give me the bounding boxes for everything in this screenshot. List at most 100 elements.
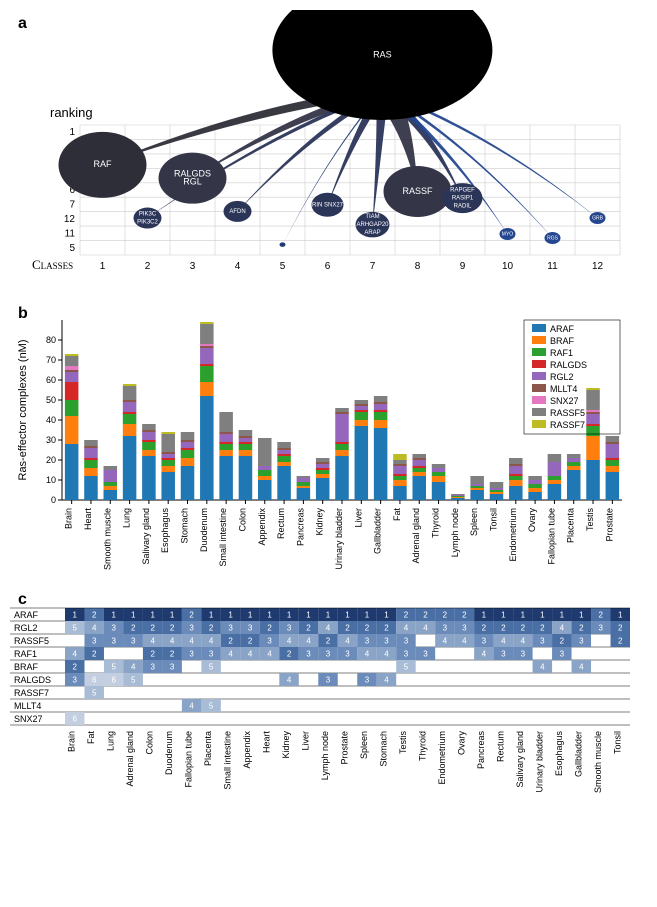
svg-text:Esophagus: Esophagus: [554, 731, 564, 777]
svg-text:RGL2: RGL2: [14, 623, 38, 633]
svg-text:1: 1: [287, 611, 292, 620]
panel-c: cARAF12111121111111111222211111121RGL254…: [10, 590, 647, 840]
svg-text:Gallbladder: Gallbladder: [373, 508, 383, 554]
svg-text:2: 2: [248, 637, 253, 646]
svg-text:2: 2: [501, 624, 506, 633]
svg-text:Placenta: Placenta: [566, 508, 576, 543]
svg-text:Small intestine: Small intestine: [218, 508, 228, 567]
svg-text:ranking: ranking: [50, 105, 93, 120]
svg-text:1: 1: [100, 261, 106, 272]
svg-text:Fat: Fat: [86, 731, 96, 745]
svg-text:SNX27: SNX27: [550, 396, 579, 406]
svg-text:1: 1: [267, 611, 272, 620]
svg-text:30: 30: [46, 435, 56, 445]
svg-text:SNX27: SNX27: [14, 714, 43, 724]
svg-text:4: 4: [131, 663, 136, 672]
svg-text:PIK3C: PIK3C: [139, 212, 157, 218]
svg-text:2: 2: [73, 663, 78, 672]
svg-text:3: 3: [111, 637, 116, 646]
panel-a-svg: aranking12396712115123456789101112Classe…: [10, 10, 647, 300]
svg-text:4: 4: [579, 663, 584, 672]
svg-text:RAS: RAS: [373, 49, 392, 59]
svg-text:1: 1: [482, 611, 487, 620]
svg-text:2: 2: [443, 611, 448, 620]
svg-text:RADIL: RADIL: [454, 204, 472, 210]
svg-text:1: 1: [228, 611, 233, 620]
svg-text:12: 12: [64, 214, 76, 225]
svg-text:Pancreas: Pancreas: [295, 508, 305, 547]
svg-text:Ovary: Ovary: [527, 508, 537, 533]
svg-text:4: 4: [482, 650, 487, 659]
svg-text:3: 3: [384, 637, 389, 646]
svg-text:3: 3: [345, 650, 350, 659]
svg-text:0: 0: [51, 495, 56, 505]
svg-text:GRB: GRB: [592, 215, 604, 221]
svg-text:3: 3: [73, 676, 78, 685]
svg-text:Fat: Fat: [392, 508, 402, 522]
svg-text:RASSF7: RASSF7: [550, 420, 585, 430]
svg-text:7: 7: [370, 261, 376, 272]
svg-text:BRAF: BRAF: [550, 336, 575, 346]
svg-text:TIAM: TIAM: [365, 214, 379, 220]
svg-text:Kidney: Kidney: [281, 731, 291, 759]
svg-text:1: 1: [501, 611, 506, 620]
svg-text:2: 2: [540, 624, 545, 633]
svg-text:3: 3: [287, 624, 292, 633]
svg-text:4: 4: [540, 663, 545, 672]
svg-text:1: 1: [69, 127, 75, 138]
svg-text:4: 4: [150, 637, 155, 646]
svg-text:RASSF7: RASSF7: [14, 688, 49, 698]
svg-text:6: 6: [92, 676, 97, 685]
svg-text:1: 1: [170, 611, 175, 620]
svg-text:4: 4: [189, 702, 194, 711]
svg-text:4: 4: [326, 624, 331, 633]
svg-text:RASSF5: RASSF5: [550, 408, 585, 418]
svg-text:4: 4: [521, 637, 526, 646]
svg-text:3: 3: [443, 624, 448, 633]
svg-text:1: 1: [73, 611, 78, 620]
svg-text:MYO: MYO: [502, 231, 514, 237]
svg-text:Prostate: Prostate: [340, 731, 350, 765]
svg-text:2: 2: [267, 624, 272, 633]
svg-text:1: 1: [560, 611, 565, 620]
svg-text:Colon: Colon: [237, 508, 247, 532]
svg-text:ARAF: ARAF: [550, 324, 575, 334]
svg-text:3: 3: [189, 650, 194, 659]
svg-text:5: 5: [209, 702, 214, 711]
svg-text:Lung: Lung: [122, 508, 132, 528]
svg-text:5: 5: [404, 663, 409, 672]
svg-text:Thyroid: Thyroid: [431, 508, 441, 538]
svg-text:Tonsil: Tonsil: [612, 731, 622, 754]
panel-a: aranking12396712115123456789101112Classe…: [10, 10, 647, 300]
svg-text:Rectum: Rectum: [276, 508, 286, 539]
svg-text:4: 4: [235, 261, 241, 272]
svg-text:3: 3: [189, 624, 194, 633]
svg-text:3: 3: [560, 650, 565, 659]
svg-text:3: 3: [365, 676, 370, 685]
svg-text:RAF1: RAF1: [550, 348, 573, 358]
svg-text:Duodenum: Duodenum: [199, 508, 209, 552]
svg-text:Appendix: Appendix: [257, 508, 267, 546]
svg-text:4: 4: [560, 624, 565, 633]
svg-text:RAF1: RAF1: [14, 649, 37, 659]
svg-text:Lymph node: Lymph node: [320, 731, 330, 780]
svg-text:5: 5: [69, 243, 75, 254]
svg-text:Liver: Liver: [301, 731, 311, 751]
svg-text:2: 2: [287, 650, 292, 659]
svg-text:2: 2: [326, 637, 331, 646]
svg-text:1: 1: [209, 611, 214, 620]
svg-text:RASSF5: RASSF5: [14, 636, 49, 646]
panel-b: b01020304050607080Ras-effector complexes…: [10, 300, 647, 590]
svg-text:3: 3: [501, 650, 506, 659]
svg-text:PIK3C2: PIK3C2: [137, 220, 158, 226]
svg-text:40: 40: [46, 415, 56, 425]
svg-text:4: 4: [189, 637, 194, 646]
svg-text:7: 7: [69, 199, 75, 210]
svg-text:2: 2: [131, 624, 136, 633]
svg-text:Colon: Colon: [145, 731, 155, 755]
svg-text:70: 70: [46, 355, 56, 365]
svg-text:10: 10: [502, 261, 514, 272]
svg-text:3: 3: [579, 637, 584, 646]
svg-text:2: 2: [384, 624, 389, 633]
svg-text:3: 3: [190, 261, 196, 272]
